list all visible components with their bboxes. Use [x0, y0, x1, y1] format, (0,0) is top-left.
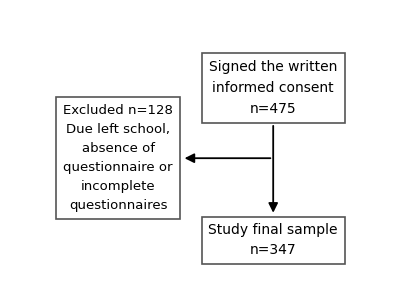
Text: Signed the written
informed consent
n=475: Signed the written informed consent n=47…: [209, 60, 337, 116]
FancyBboxPatch shape: [56, 97, 180, 219]
FancyBboxPatch shape: [202, 217, 344, 264]
FancyBboxPatch shape: [202, 53, 344, 123]
Text: Study final sample
n=347: Study final sample n=347: [208, 223, 338, 257]
Text: Excluded n=128
Due left school,
absence of
questionnaire or
incomplete
questionn: Excluded n=128 Due left school, absence …: [63, 104, 173, 212]
